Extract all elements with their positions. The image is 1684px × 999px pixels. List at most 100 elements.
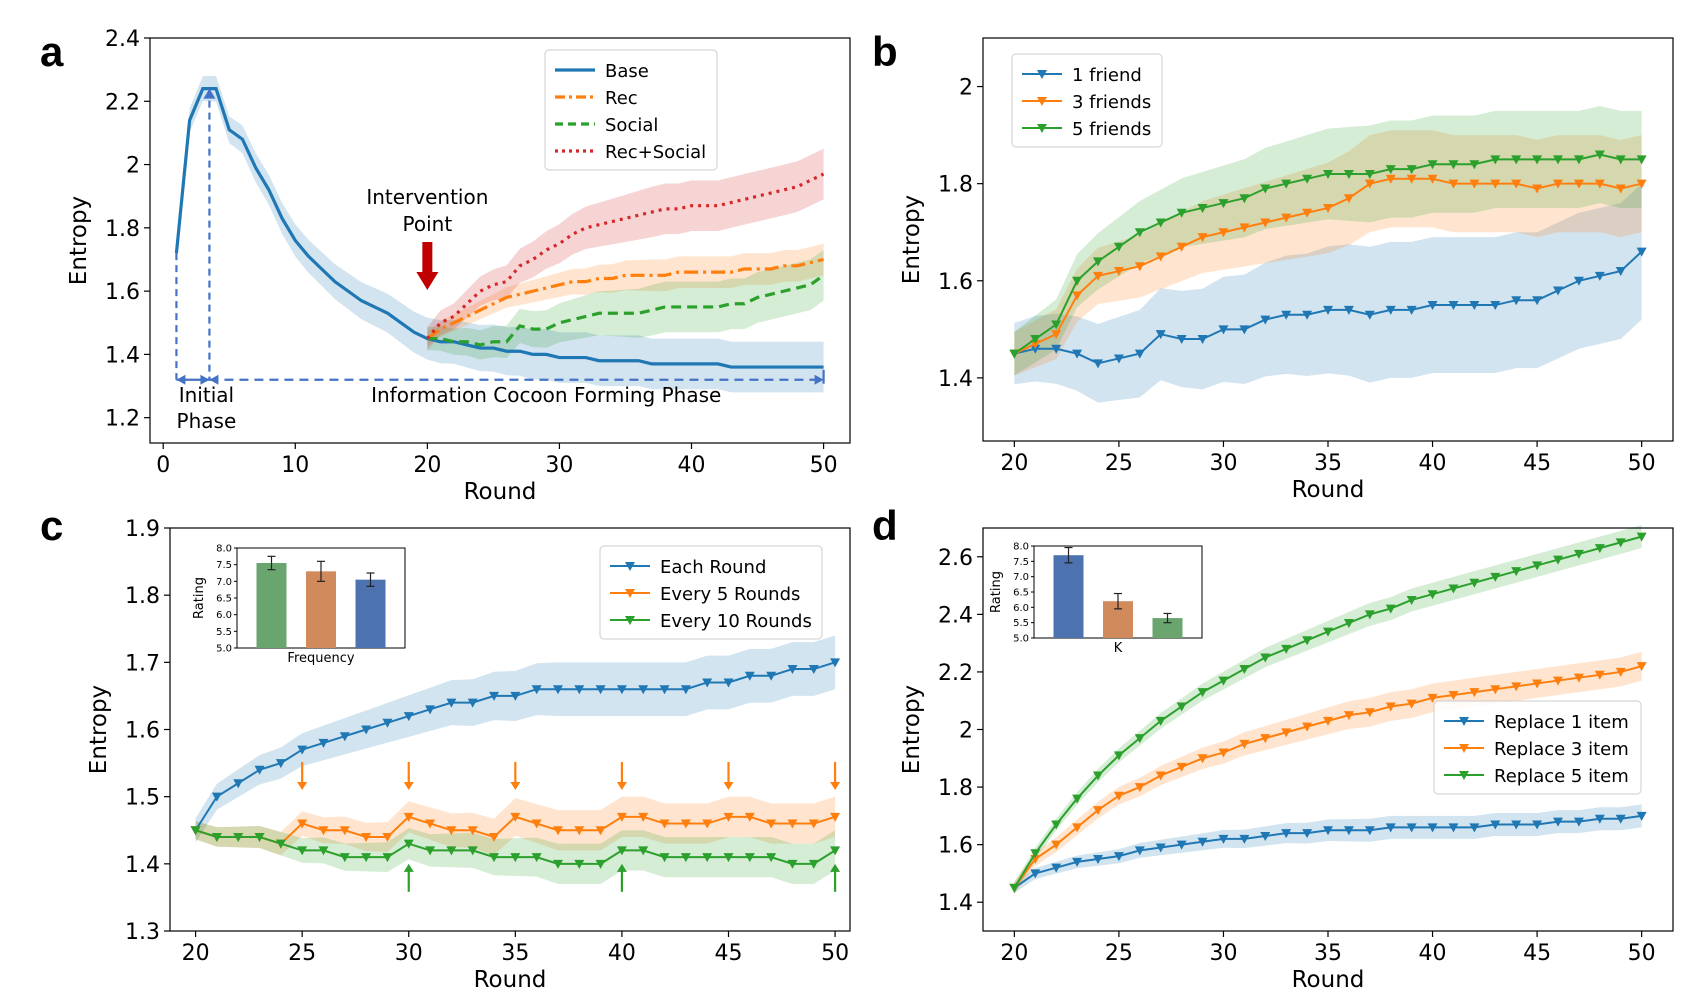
data-point-b-0-18 bbox=[1385, 305, 1396, 315]
panel-letter-c: c bbox=[40, 502, 63, 549]
y-axis-label-d: Entropy bbox=[899, 685, 925, 774]
x-axis-label-c: Round bbox=[474, 967, 547, 993]
legend-label-b-2: 5 friends bbox=[1072, 119, 1151, 140]
inset-bar-c-0 bbox=[256, 563, 287, 648]
data-point-b-1-5 bbox=[1113, 267, 1124, 277]
y-tick-label-b-2: 2 bbox=[959, 76, 973, 101]
data-point-b-2-11 bbox=[1239, 194, 1250, 204]
data-point-c-0-2 bbox=[233, 779, 244, 789]
inset-y-tick-label-c-6: 8.0 bbox=[216, 544, 232, 555]
data-point-b-2-3 bbox=[1072, 276, 1083, 286]
data-point-d-1-17 bbox=[1364, 708, 1375, 718]
data-point-c-1-25 bbox=[723, 812, 734, 822]
x-tick-label-d-50: 50 bbox=[1628, 941, 1656, 966]
data-point-d-2-16 bbox=[1343, 618, 1354, 628]
data-point-b-1-12 bbox=[1260, 218, 1271, 228]
inset-y-tick-label-d-1: 5.5 bbox=[1013, 618, 1029, 629]
data-point-d-1-13 bbox=[1281, 728, 1292, 738]
data-point-d-1-2 bbox=[1051, 840, 1062, 850]
data-point-c-0-8 bbox=[361, 725, 372, 735]
data-point-c-0-5 bbox=[297, 745, 308, 755]
data-point-d-1-12 bbox=[1260, 734, 1271, 744]
x-tick-label-d-35: 35 bbox=[1314, 941, 1342, 966]
data-point-b-1-24 bbox=[1511, 179, 1522, 189]
data-point-c-0-22 bbox=[659, 685, 670, 695]
data-point-d-1-21 bbox=[1448, 690, 1459, 700]
data-point-d-0-26 bbox=[1553, 817, 1563, 827]
data-point-b-0-3 bbox=[1072, 349, 1083, 359]
data-point-d-2-15 bbox=[1323, 627, 1333, 637]
data-point-b-0-20 bbox=[1427, 301, 1438, 311]
inset-y-tick-label-d-4: 7.0 bbox=[1013, 572, 1029, 583]
green-intervention-arrowhead-1 bbox=[616, 863, 627, 872]
y-tick-label-c-1.4: 1.4 bbox=[125, 853, 160, 878]
data-point-b-0-2 bbox=[1051, 344, 1062, 354]
data-point-b-1-30 bbox=[1636, 179, 1647, 189]
data-point-d-2-29 bbox=[1615, 538, 1626, 548]
data-point-d-0-23 bbox=[1490, 820, 1501, 830]
data-point-b-0-7 bbox=[1155, 330, 1166, 340]
data-point-b-0-15 bbox=[1323, 305, 1333, 315]
data-point-c-1-11 bbox=[425, 819, 436, 829]
data-point-c-2-25 bbox=[723, 853, 734, 863]
x-tick-label-d-25: 25 bbox=[1105, 941, 1133, 966]
panel-letter-a: a bbox=[40, 28, 64, 75]
data-point-c-1-8 bbox=[361, 832, 372, 842]
data-point-b-2-2 bbox=[1051, 320, 1062, 330]
series-line-a-1 bbox=[426, 257, 824, 340]
data-point-d-2-26 bbox=[1553, 555, 1563, 565]
data-point-c-2-23 bbox=[680, 853, 691, 863]
inset-y-tick-label-c-1: 5.5 bbox=[216, 627, 232, 638]
data-point-c-2-14 bbox=[489, 853, 500, 863]
panel-d: 20 25 30 35 40 45 50 1.4 1.6 1.8 2 2.2 2.4 2.6 Round En… bbox=[899, 525, 1674, 993]
data-point-b-2-20 bbox=[1427, 160, 1438, 170]
y-axis-label-c: Entropy bbox=[86, 685, 112, 774]
legend-marker-c-0 bbox=[625, 562, 635, 571]
y-axis-label-b: Entropy bbox=[899, 195, 925, 284]
confidence-band-a-3 bbox=[427, 148, 824, 350]
panel-letter-d: d bbox=[872, 502, 898, 549]
intervention-arrow-head bbox=[416, 272, 439, 290]
initial-phase-arrowhead-right bbox=[200, 374, 210, 385]
inset-y-label-d: Rating bbox=[989, 571, 1004, 613]
data-point-b-2-21 bbox=[1448, 160, 1459, 170]
legend-marker-b-1 bbox=[1037, 97, 1047, 106]
x-tick-label-b-20: 20 bbox=[1000, 451, 1028, 476]
data-point-d-0-7 bbox=[1155, 843, 1166, 853]
data-point-d-1-15 bbox=[1323, 716, 1333, 726]
data-point-b-0-4 bbox=[1093, 359, 1103, 369]
data-point-b-1-14 bbox=[1302, 208, 1313, 218]
data-point-d-0-13 bbox=[1281, 829, 1292, 839]
data-point-d-0-22 bbox=[1469, 823, 1480, 833]
data-point-b-2-27 bbox=[1573, 155, 1584, 165]
data-point-d-0-24 bbox=[1511, 820, 1522, 830]
y-tick-label-a-1.8: 1.8 bbox=[105, 217, 140, 242]
data-point-b-2-7 bbox=[1155, 218, 1166, 228]
data-point-c-0-18 bbox=[574, 685, 585, 695]
confidence-band-b-0 bbox=[1014, 183, 1642, 403]
data-point-b-2-14 bbox=[1302, 174, 1313, 184]
data-point-d-0-5 bbox=[1113, 852, 1124, 862]
data-point-c-0-4 bbox=[275, 759, 286, 769]
cocoon-phase-arrowhead-left bbox=[209, 374, 219, 385]
data-point-d-1-16 bbox=[1343, 711, 1354, 721]
green-intervention-arrowhead-0 bbox=[403, 863, 414, 872]
y-tick-label-a-1.6: 1.6 bbox=[105, 280, 140, 305]
data-point-c-2-13 bbox=[467, 846, 478, 856]
data-point-b-1-20 bbox=[1427, 174, 1438, 184]
intervention-label-line1: Intervention bbox=[366, 185, 488, 209]
data-point-b-1-18 bbox=[1385, 174, 1396, 184]
data-point-c-2-24 bbox=[702, 853, 713, 863]
inset-bar-d-0 bbox=[1053, 555, 1084, 638]
data-point-c-0-29 bbox=[808, 665, 819, 675]
data-point-d-0-28 bbox=[1594, 814, 1605, 824]
data-point-d-2-19 bbox=[1406, 595, 1417, 605]
data-point-d-1-10 bbox=[1218, 748, 1229, 758]
data-point-d-0-27 bbox=[1573, 817, 1584, 827]
x-tick-label-d-30: 30 bbox=[1209, 941, 1237, 966]
data-point-b-0-13 bbox=[1281, 310, 1292, 320]
x-tick-label-c-50: 50 bbox=[821, 941, 849, 966]
y-tick-label-d-2.2: 2.2 bbox=[938, 661, 973, 686]
legend-box-a bbox=[544, 49, 718, 171]
confidence-band-d-0 bbox=[1014, 804, 1642, 894]
